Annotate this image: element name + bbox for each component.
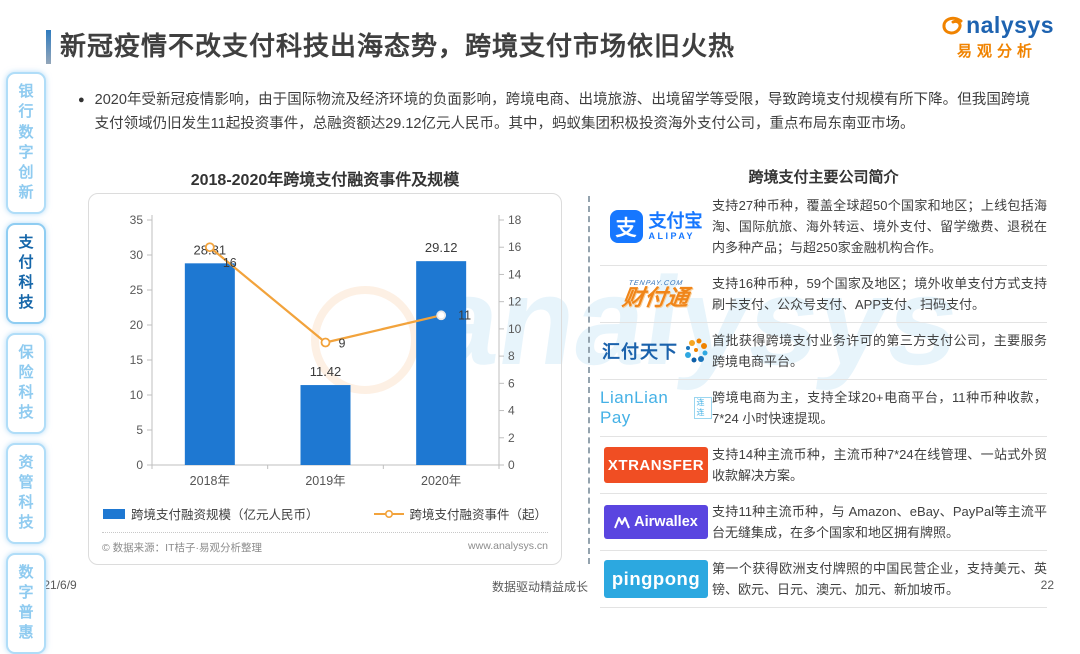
company-logo-cell: pingpong	[600, 560, 712, 598]
company-desc: 支持16种币种，59个国家及地区；境外收单支付方式支持刷卡支付、公众号支付、AP…	[712, 276, 1047, 312]
sidebar-item-bank-digital-innovation[interactable]: 银行数字创新	[6, 72, 46, 214]
companies-list: 支支付宝 ALIPAY 支持27种币种，覆盖全球超50个国家和地区；上线包括海淘、国…	[600, 188, 1047, 608]
company-row-alipay: 支支付宝 ALIPAY 支持27种币种，覆盖全球超50个国家和地区；上线包括海淘、国…	[600, 188, 1047, 266]
legend-bar-swatch	[102, 508, 125, 519]
right-axis-tick: 18	[508, 213, 522, 227]
summary-block: ● 2020年受新冠疫情影响，由于国际物流及经济环境的负面影响，跨境电商、出境旅…	[78, 88, 1030, 136]
right-axis-tick: 8	[508, 349, 515, 363]
x-tick-label: 2018年	[190, 474, 230, 488]
brand-swirl-icon	[942, 16, 963, 34]
lianlian-logo: LianLian Pay 连连	[600, 388, 712, 428]
alipay-logo: 支支付宝 ALIPAY	[609, 210, 703, 243]
line-marker-2020年	[436, 310, 447, 321]
huifu-pinwheel-icon	[685, 338, 708, 363]
x-tick-label: 2019年	[305, 474, 345, 488]
right-axis-tick: 16	[508, 240, 522, 254]
company-logo-cell: 支支付宝 ALIPAY	[600, 210, 712, 243]
sidebar-item-digital-inclusion[interactable]: 数字普惠	[6, 552, 46, 654]
company-row-airwallex: Airwallex 支持11种主流币种，与 Amazon、eBay、PayPal等…	[600, 494, 1047, 551]
right-axis-tick: 6	[508, 376, 515, 390]
bullet-icon: ●	[78, 94, 85, 106]
chart-source: © 数据来源：IT桔子·易观分析整理	[102, 542, 262, 554]
company-row-xtransfer: XTRANSFER 支持14种主流币种，主流币种7*24在线管理、一站式外贸收款解…	[600, 437, 1047, 494]
company-desc: 支持27种币种，覆盖全球超50个国家和地区；上线包括海淘、国际航旅、海外转运、境…	[712, 198, 1047, 255]
tenpay-logo: TENPAY.COM 财付通	[620, 279, 691, 310]
sidebar: 银行数字创新支付科技保险科技资管科技数字普惠	[6, 72, 46, 654]
bar-label-2020年: 29.12	[425, 240, 458, 255]
company-desc: 第一个获得欧洲支付牌照的中国民营企业，支持美元、英镑、欧元、日元、澳元、加元、新…	[712, 561, 1047, 597]
sidebar-item-insurance-tech[interactable]: 保险科技	[6, 332, 46, 434]
alipay-icon: 支	[609, 210, 643, 243]
company-desc: 支持11种主流币种，与 Amazon、eBay、PayPal等主流平台无缝集成，…	[712, 504, 1047, 540]
chart-source-url: www.analysys.cn	[468, 540, 548, 552]
right-axis-tick: 10	[508, 322, 522, 336]
footer-slogan: 数据驱动精益成长	[491, 580, 588, 594]
line-label-2020年: 11	[458, 308, 471, 322]
huifu-logo: 汇付天下	[602, 338, 710, 364]
bar-2019年	[300, 385, 351, 465]
left-axis-tick: 15	[130, 353, 144, 367]
right-axis-tick: 0	[508, 458, 515, 472]
vertical-divider	[588, 196, 590, 564]
page-number: 22	[1040, 578, 1054, 592]
line-marker-2018年	[204, 242, 215, 253]
summary-text: 2020年受新冠疫情影响，由于国际物流及经济环境的负面影响，跨境电商、出境旅游、…	[94, 92, 1030, 132]
company-desc: 首批获得跨境支付业务许可的第三方支付公司，主要服务跨境电商平台。	[712, 333, 1047, 369]
company-desc: 跨境电商为主，支持全球20+电商平台，11种币种收款，7*24 小时快速提现。	[712, 390, 1047, 426]
bar-2018年	[184, 263, 235, 465]
line-marker-2019年	[320, 337, 331, 348]
company-logo-cell: TENPAY.COM 财付通	[600, 279, 712, 310]
company-desc: 支持14种主流币种，主流币种7*24在线管理、一站式外贸收款解决方案。	[712, 447, 1047, 483]
company-logo-cell: LianLian Pay 连连	[600, 388, 712, 428]
right-axis-tick: 2	[508, 431, 515, 445]
company-logo-cell: 汇付天下	[600, 338, 712, 364]
brand-logo: nalysys 易观分析	[940, 12, 1054, 61]
right-axis-tick: 14	[508, 267, 522, 281]
line-label-2019年: 9	[339, 337, 346, 351]
line-series	[209, 246, 442, 344]
combo-chart: 0510152025303502468101214161828.8111.422…	[130, 213, 522, 488]
chart-box: 0510152025303502468101214161828.8111.422…	[88, 193, 562, 565]
companies-title: 跨境支付主要公司简介	[748, 169, 899, 186]
sidebar-item-payment-tech[interactable]: 支付科技	[6, 222, 46, 324]
airwallex-mark-icon	[614, 516, 631, 528]
left-axis-tick: 30	[130, 248, 144, 262]
bar-2020年	[416, 261, 467, 465]
title-accent-bar	[46, 30, 51, 64]
page-title: 新冠疫情不改支付科技出海态势，跨境支付市场依旧火热	[60, 31, 736, 61]
company-logo-cell: Airwallex	[600, 505, 712, 539]
pingpong-logo: pingpong	[604, 560, 708, 598]
company-row-huifu: 汇付天下 首批获得跨境支付业务许可的第三方支付公司，主要服务跨境电商平台。	[600, 323, 1047, 380]
right-axis-tick: 12	[508, 295, 522, 309]
company-row-tenpay: TENPAY.COM 财付通 支持16种币种，59个国家及地区；境外收单支付方式支持…	[600, 266, 1047, 323]
left-axis-tick: 25	[130, 283, 144, 297]
legend-item-line: 跨境支付融资事件（起）	[373, 504, 547, 523]
sidebar-item-asset-mgmt-tech[interactable]: 资管科技	[6, 442, 46, 544]
brand-name: nalysys	[966, 12, 1054, 38]
right-axis-tick: 4	[508, 404, 515, 418]
chart-source-row: © 数据来源：IT桔子·易观分析整理 www.analysys.cn	[102, 532, 548, 555]
watermark-swirl-icon	[311, 286, 419, 394]
line-label-2018年: 16	[223, 256, 237, 270]
chart-legend: 跨境支付融资规模（亿元人民币） 跨境支付融资事件（起）	[94, 504, 556, 523]
left-axis-tick: 10	[130, 388, 144, 402]
xtransfer-logo: XTRANSFER	[604, 447, 708, 483]
company-row-lianlian: LianLian Pay 连连 跨境电商为主，支持全球20+电商平台，11种币种收款…	[600, 380, 1047, 437]
legend-item-bar: 跨境支付融资规模（亿元人民币）	[102, 504, 319, 523]
company-row-pingpong: pingpong 第一个获得欧洲支付牌照的中国民营企业，支持美元、英镑、欧元、日元…	[600, 551, 1047, 608]
left-axis-tick: 0	[136, 458, 143, 472]
left-axis-tick: 35	[130, 213, 144, 227]
company-logo-cell: XTRANSFER	[600, 447, 712, 483]
airwallex-logo: Airwallex	[604, 505, 708, 539]
bar-label-2019年: 11.42	[310, 364, 342, 379]
chart-title: 2018-2020年跨境支付融资事件及规模	[190, 172, 460, 189]
x-tick-label: 2020年	[421, 474, 461, 488]
left-axis-tick: 5	[136, 423, 143, 437]
brand-name-cn: 易观分析	[957, 43, 1038, 60]
legend-line-swatch	[373, 509, 404, 518]
left-axis-tick: 20	[130, 318, 144, 332]
